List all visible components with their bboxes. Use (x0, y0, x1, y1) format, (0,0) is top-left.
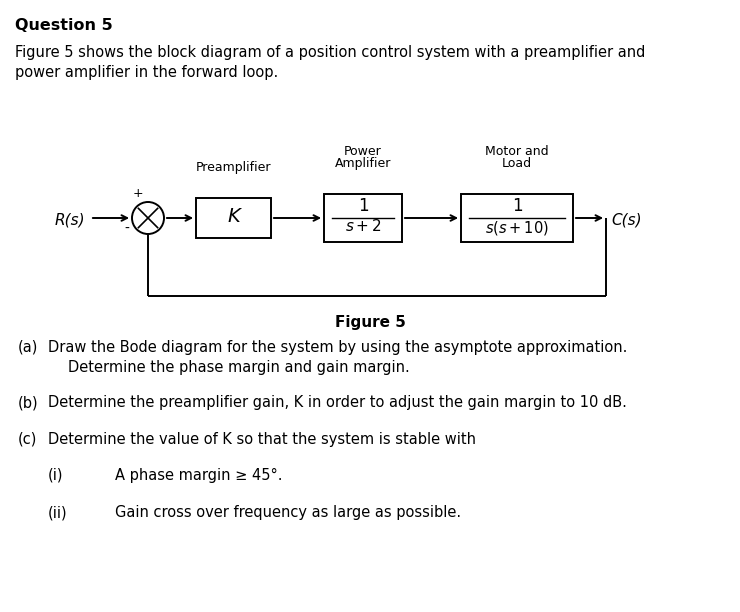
Text: Draw the Bode diagram for the system by using the asymptote approximation.: Draw the Bode diagram for the system by … (48, 340, 628, 355)
Text: Load: Load (502, 157, 532, 170)
Text: R(s): R(s) (54, 212, 85, 228)
Text: $s+2$: $s+2$ (345, 218, 381, 234)
Circle shape (132, 202, 164, 234)
Text: (c): (c) (18, 432, 38, 447)
Text: Figure 5: Figure 5 (334, 315, 406, 330)
Text: Determine the phase margin and gain margin.: Determine the phase margin and gain marg… (68, 360, 410, 375)
Bar (196, 198, 271, 238)
Text: -: - (124, 222, 129, 236)
Bar (461, 194, 573, 242)
Text: A phase margin ≥ 45°.: A phase margin ≥ 45°. (115, 468, 283, 483)
Text: Power: Power (344, 145, 382, 158)
Text: Figure 5 shows the block diagram of a position control system with a preamplifie: Figure 5 shows the block diagram of a po… (15, 45, 645, 60)
Text: power amplifier in the forward loop.: power amplifier in the forward loop. (15, 65, 278, 80)
Text: (a): (a) (18, 340, 38, 355)
Text: Question 5: Question 5 (15, 18, 112, 33)
Text: (ii): (ii) (48, 505, 67, 520)
Text: Motor and: Motor and (485, 145, 549, 158)
Text: Determine the preamplifier gain, ​K in order to adjust the gain margin to 10 dB.: Determine the preamplifier gain, ​K in o… (48, 395, 627, 410)
Text: C(s): C(s) (611, 212, 642, 228)
Text: +: + (133, 187, 144, 200)
Text: Gain cross over frequency as large as possible.: Gain cross over frequency as large as po… (115, 505, 461, 520)
Text: 1: 1 (511, 197, 522, 215)
Bar (324, 194, 402, 242)
Text: 1: 1 (357, 197, 369, 215)
Text: Determine the value of K so that the system is stable with: Determine the value of K so that the sys… (48, 432, 476, 447)
Text: Amplifier: Amplifier (334, 157, 391, 170)
Text: (b): (b) (18, 395, 38, 410)
Text: Preamplifier: Preamplifier (196, 161, 272, 174)
Text: K: K (227, 206, 240, 225)
Text: $s(s+10)$: $s(s+10)$ (485, 219, 549, 237)
Text: (i): (i) (48, 468, 64, 483)
